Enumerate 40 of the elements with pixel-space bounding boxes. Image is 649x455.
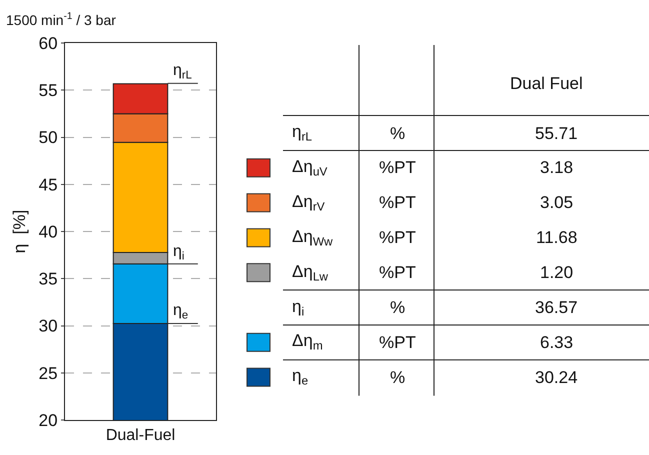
text: 3.18 [540, 158, 574, 177]
text: η$_{rL}$ [292, 122, 312, 144]
text: %PT [379, 158, 416, 177]
legend-label: Δη$_{Lw}$ [292, 262, 328, 284]
text: 6.33 [540, 333, 574, 352]
text: %PT [379, 333, 416, 352]
y-tick-label: 50 [38, 128, 58, 148]
y-tick-label: 30 [38, 316, 58, 336]
legend-label: Δη$_{Ww}$ [292, 227, 334, 249]
text: 11.68 [536, 228, 578, 247]
annotation: η$_{i}$ [173, 243, 184, 262]
text: % [390, 298, 406, 317]
text: η$_{i}$ [292, 297, 304, 319]
chart-title: 1500 min$^{-1}$ / 3 bar [6, 11, 116, 28]
text: 36.57 [535, 298, 578, 317]
y-tick-label: 55 [38, 81, 58, 100]
legend-label: η$_{e}$ [292, 366, 308, 388]
x-tick-label: Dual-Fuel [106, 427, 176, 444]
y-tick-label: 45 [38, 175, 58, 194]
annotation: η$_{e}$ [173, 302, 188, 322]
text: % [390, 368, 406, 387]
text: 30.24 [535, 368, 578, 387]
y-axis-title: η [%] [10, 210, 30, 254]
legend-title: Dual Fuel [510, 74, 583, 93]
y-tick-label: 40 [38, 222, 58, 242]
annotation: η$_{rL}$ [173, 62, 192, 82]
text: 1.20 [540, 263, 574, 282]
text: %PT [379, 228, 416, 247]
legend-label: Δη$_{uV}$ [292, 157, 328, 179]
y-tick-label: 25 [38, 364, 58, 383]
text: %PT [379, 193, 416, 212]
legend-label: Δη$_{rV}$ [292, 192, 325, 214]
y-tick-label: 60 [38, 34, 58, 53]
text: % [390, 124, 406, 143]
text: 3.05 [540, 193, 574, 212]
text: %PT [379, 263, 416, 282]
text: 55.71 [535, 124, 578, 143]
y-tick-label: 20 [38, 410, 58, 430]
legend-label: Δη$_{m}$ [292, 331, 323, 353]
y-tick-label: 35 [38, 270, 58, 289]
